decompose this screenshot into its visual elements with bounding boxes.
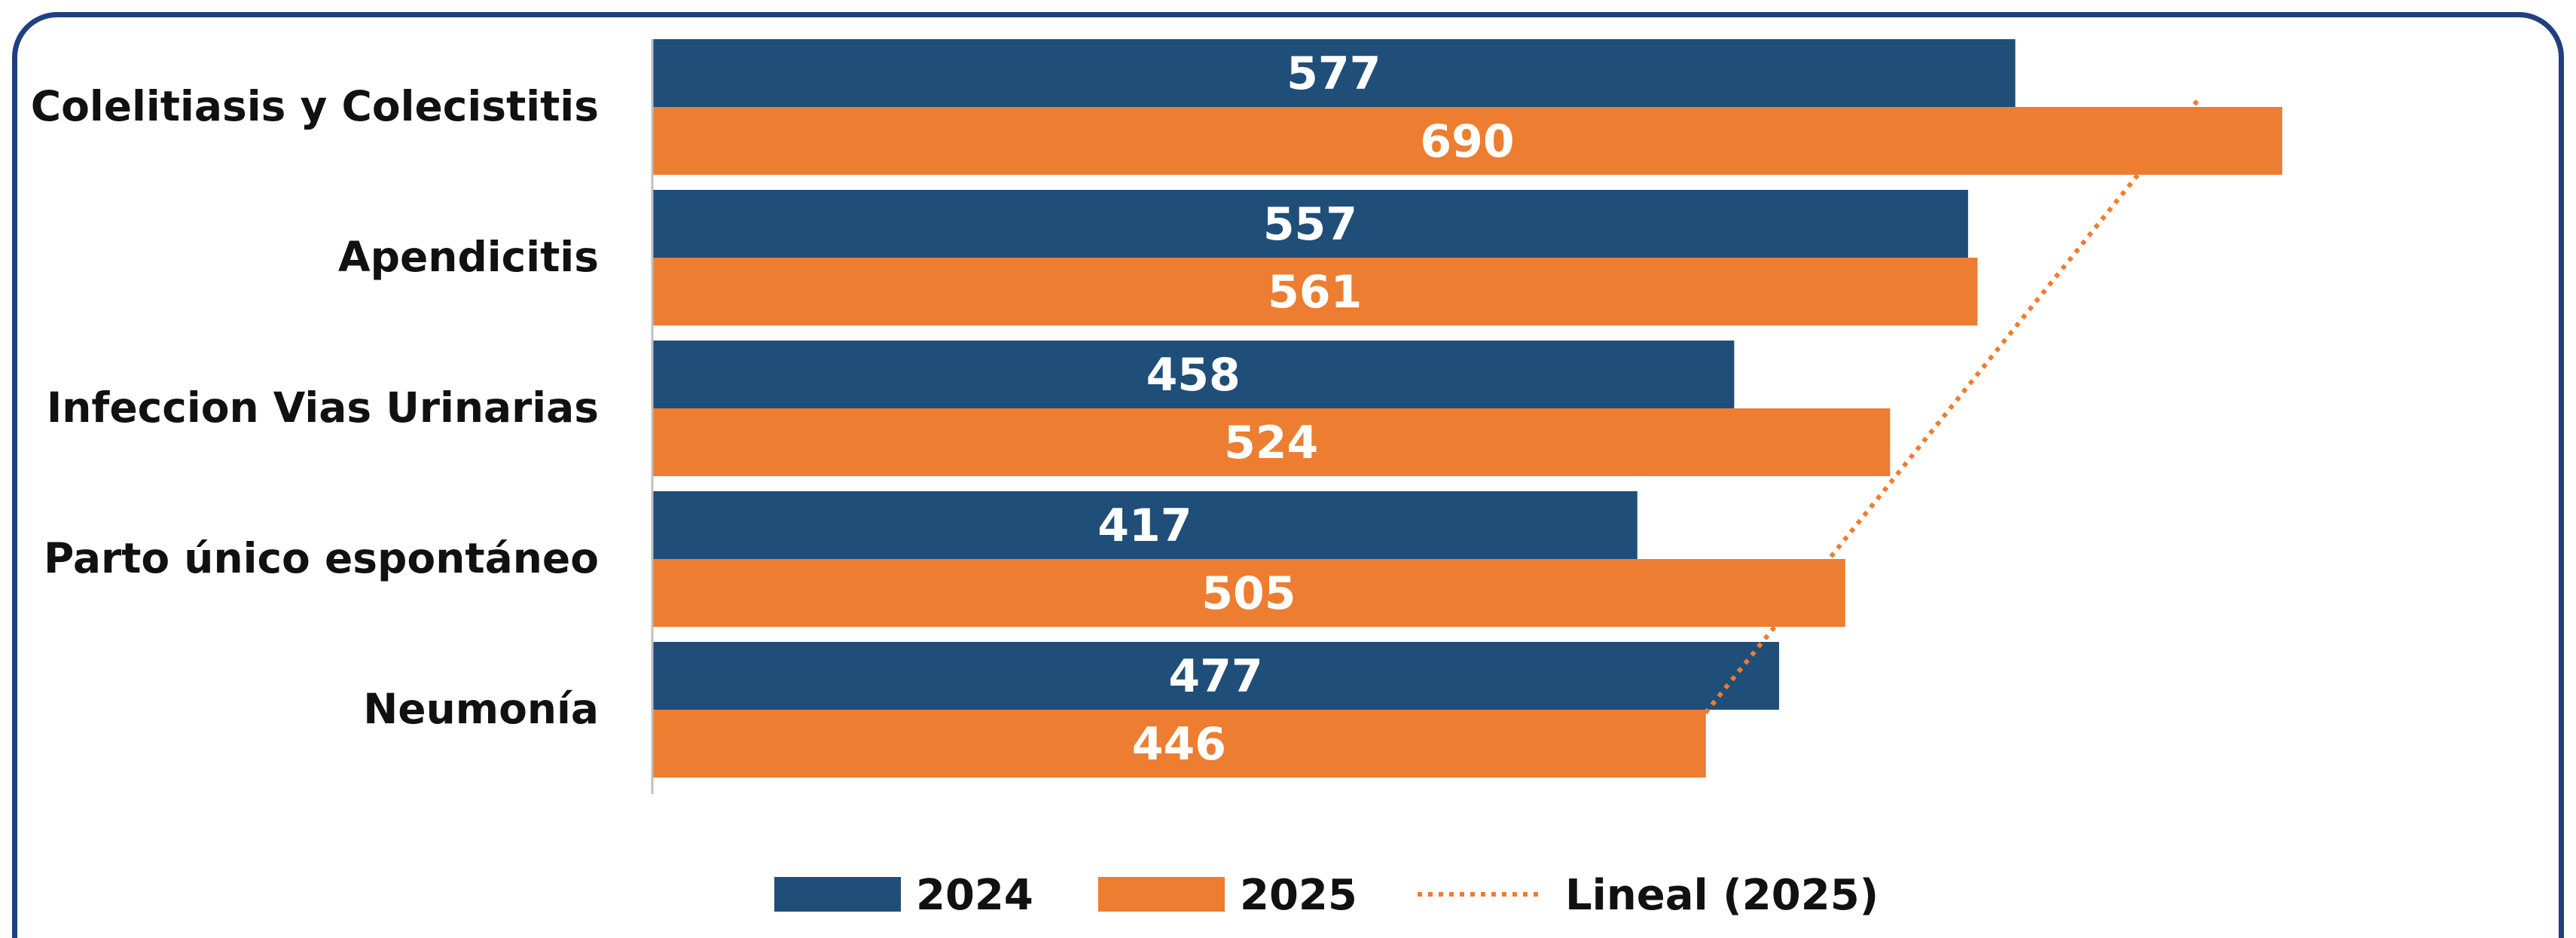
category-label-parto-unico-espontaneo: Parto único espontáneo: [44, 534, 599, 582]
labels-layer: Colelitiasis y Colecistitis 577 690 Apendic…: [31, 47, 1515, 771]
legend-label-trendline: Lineal (2025): [1565, 871, 1879, 920]
data-label-2025-apendicitis: 561: [1268, 266, 1362, 319]
bar-2024-infeccion-vias-urinarias: [652, 341, 1735, 408]
bar-2025-colelitiasis-y-colecistitis: [652, 107, 2282, 175]
data-label-2024-neumonia: 477: [1168, 650, 1262, 703]
bar-2025-apendicitis: [652, 258, 1978, 325]
data-label-2024-parto-unico-espontaneo: 417: [1097, 500, 1192, 552]
data-label-2024-apendicitis: 557: [1263, 198, 1357, 251]
data-label-2025-infeccion-vias-urinarias: 524: [1224, 417, 1318, 469]
category-label-neumonia: Neumonía: [363, 685, 599, 733]
category-label-apendicitis: Apendicitis: [338, 233, 599, 281]
category-label-infeccion-vias-urinarias: Infeccion Vias Urinarias: [47, 383, 599, 432]
data-label-2025-colelitiasis-y-colecistitis: 690: [1420, 115, 1514, 168]
bar-2025-infeccion-vias-urinarias: [652, 408, 1891, 476]
legend-label-2024: 2024: [916, 871, 1033, 920]
legend-swatch-2024: [774, 877, 901, 912]
data-label-2024-infeccion-vias-urinarias: 458: [1146, 349, 1241, 402]
data-label-2025-neumonia: 446: [1132, 718, 1226, 771]
bars-layer: [652, 39, 2282, 778]
data-label-2024-colelitiasis-y-colecistitis: 577: [1286, 47, 1381, 100]
legend-label-2025: 2025: [1240, 871, 1357, 920]
legend-swatch-2025: [1098, 877, 1225, 912]
bar-2025-parto-unico-espontaneo: [652, 559, 1845, 627]
bar-2025-neumonia: [652, 710, 1706, 778]
data-label-2025-parto-unico-espontaneo: 505: [1201, 567, 1296, 620]
category-label-colelitiasis-y-colecistitis: Colelitiasis y Colecistitis: [31, 82, 599, 130]
bar-2024-apendicitis: [652, 190, 1968, 258]
bar-2024-neumonia: [652, 642, 1779, 710]
bar-2024-colelitiasis-y-colecistitis: [652, 39, 2016, 107]
bar-2024-parto-unico-espontaneo: [652, 491, 1637, 559]
legend: 2024 2025 Lineal (2025): [774, 871, 1879, 920]
